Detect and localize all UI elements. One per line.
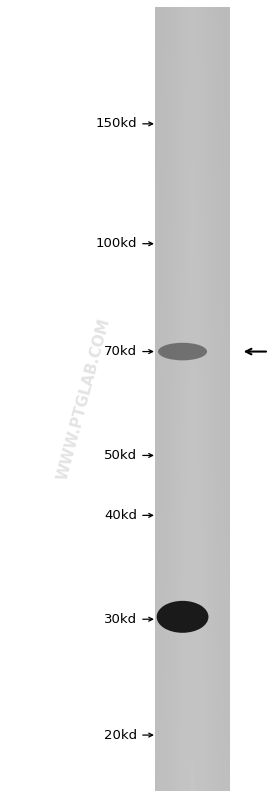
Text: 20kd: 20kd — [104, 729, 137, 741]
Text: 40kd: 40kd — [104, 509, 137, 522]
Text: WWW.PTGLAB.COM: WWW.PTGLAB.COM — [55, 317, 113, 482]
Text: 100kd: 100kd — [96, 237, 137, 250]
Text: 30kd: 30kd — [104, 613, 137, 626]
Ellipse shape — [158, 343, 207, 360]
Ellipse shape — [157, 601, 208, 633]
Text: 150kd: 150kd — [95, 117, 137, 130]
Text: 70kd: 70kd — [104, 345, 137, 358]
Text: 50kd: 50kd — [104, 449, 137, 462]
